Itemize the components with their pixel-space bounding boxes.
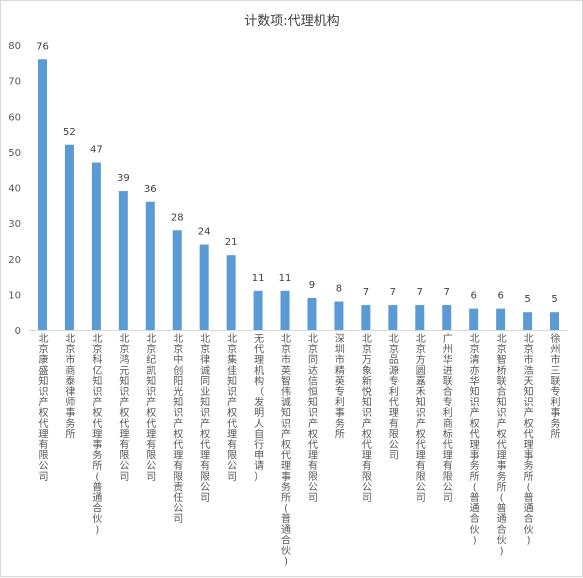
bar-value-label: 24	[198, 227, 211, 238]
x-category-label: 北京万象新悦知识产权代理有限公司	[362, 333, 372, 504]
y-tick-label: 70	[8, 77, 21, 88]
bar	[64, 144, 74, 330]
bar-value-label: 28	[171, 212, 184, 223]
x-category-label: 深圳市精英专利事务所	[335, 333, 345, 440]
bar	[496, 308, 506, 330]
bar	[253, 290, 263, 330]
bar-value-label: 39	[117, 173, 130, 184]
x-category-label: 北京方圆嘉禾知识产权代理有限公司	[416, 333, 426, 504]
bar-value-label: 5	[524, 294, 530, 305]
y-tick-label: 80	[8, 41, 21, 52]
x-category-label: 无代理机构（发明人自行申请）	[254, 334, 264, 483]
bar-value-label: 6	[497, 291, 503, 302]
bar	[469, 308, 479, 330]
bar-value-label: 5	[551, 294, 557, 305]
y-tick-label: 50	[8, 148, 21, 159]
x-category-label: 北京康盛知识产权代理有限公司	[38, 333, 48, 483]
y-tick-label: 20	[8, 255, 21, 266]
bar-value-label: 7	[417, 287, 423, 298]
x-category-label: 北京集佳知识产权代理有限公司	[227, 333, 237, 483]
x-category-label: 北京律诚同业知识产权代理有限公司	[200, 333, 210, 504]
y-tick-label: 10	[8, 290, 21, 301]
bar	[334, 301, 344, 330]
bar-value-label: 47	[90, 145, 103, 156]
bar	[226, 255, 236, 330]
x-labels-group: 北京康盛知识产权代理有限公司 北京市商泰律师事务所 北京科亿知识产权代理事务所(普通…	[38, 332, 560, 568]
bar	[145, 201, 155, 330]
bar	[307, 297, 317, 330]
bar-value-label: 7	[363, 287, 369, 298]
x-category-label: 徐州市三联专利事务所	[551, 332, 561, 440]
bar	[91, 162, 101, 330]
bar-value-label: 6	[470, 291, 476, 302]
bar	[37, 59, 47, 330]
bar	[442, 305, 452, 330]
bar	[199, 244, 209, 330]
bar-value-label: 11	[252, 273, 265, 284]
x-category-label: 北京清亦华知识产权代理事务所(普通合伙)	[470, 333, 480, 546]
bar	[280, 290, 290, 330]
x-category-label: 北京品源专利代理有限公司	[389, 333, 399, 462]
y-tick-label: 0	[15, 326, 21, 337]
x-category-label: 北京科亿知识产权代理事务所(普通合伙)	[92, 333, 102, 536]
x-category-label: 北京中创阳光知识产权代理有限责任公司	[173, 333, 183, 525]
bar-value-label: 21	[225, 237, 238, 248]
x-category-label: 北京同达信恒知识产权代理有限公司	[308, 333, 318, 504]
bar-value-label: 36	[144, 184, 157, 195]
bar	[388, 305, 398, 330]
bar	[523, 312, 533, 330]
x-category-label: 北京市商泰律师事务所	[65, 333, 75, 440]
bar-value-label: 8	[336, 284, 342, 295]
x-category-label: 广州华进联合专利商标代理有限公司	[443, 333, 453, 504]
x-category-label: 北京纪凯知识产权代理有限公司	[146, 333, 156, 483]
bar-value-label: 52	[63, 127, 76, 138]
bar	[118, 191, 128, 330]
bar-value-label: 76	[36, 41, 49, 52]
x-category-label: 北京市浩天知识产权代理事务所(普通合伙)	[524, 333, 534, 546]
bar-value-label: 7	[444, 287, 450, 298]
x-category-label: 北京市英智伟诚知识产权代理事务所(普通合伙)	[281, 333, 291, 568]
bar	[415, 305, 425, 330]
chart-title: 计数项:代理机构	[244, 14, 339, 29]
bar	[172, 230, 182, 330]
x-category-label: 北京智桥联合知识产权代理事务所(普通合伙)	[497, 333, 507, 557]
y-tick-label: 40	[8, 184, 21, 195]
y-axis: 0 10 20 30 40 50 60 70 80	[8, 41, 21, 337]
bar	[550, 312, 560, 330]
bar-value-label: 7	[390, 287, 396, 298]
bar-value-label: 9	[309, 280, 315, 291]
y-tick-label: 60	[8, 112, 21, 123]
bar-value-label: 11	[279, 273, 292, 284]
y-tick-label: 30	[8, 219, 21, 230]
bars-group	[37, 59, 560, 330]
bar	[361, 305, 371, 330]
x-category-label: 北京鸿元知识产权代理有限公司	[119, 333, 129, 483]
